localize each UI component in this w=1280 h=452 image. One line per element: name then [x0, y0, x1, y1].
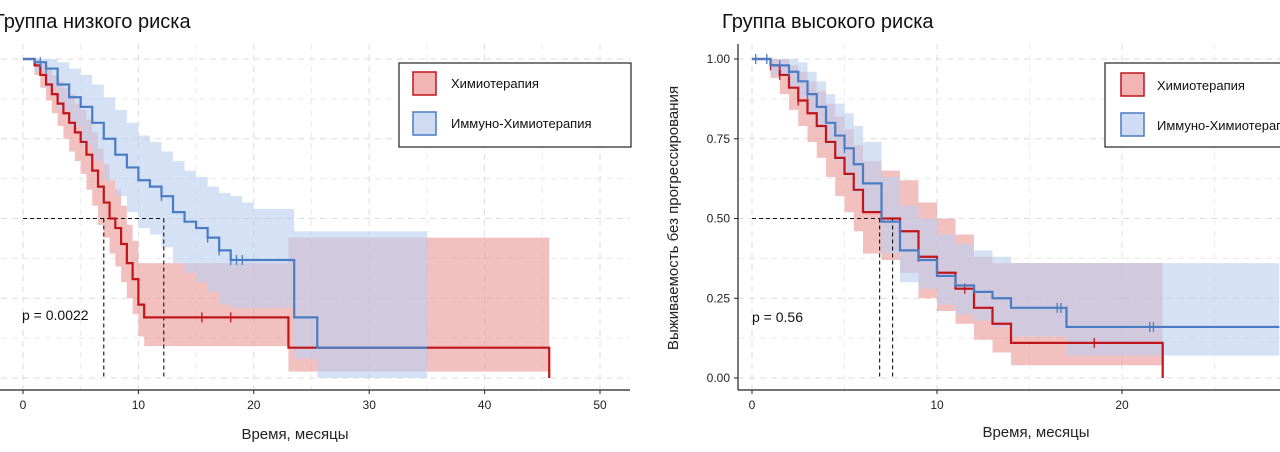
high-risk-curve-chemo: [752, 57, 1164, 378]
high-risk-band-immuno: [752, 59, 1280, 356]
high-risk-legend-swatch-immuno: [1120, 112, 1145, 137]
high-risk-legend-swatch-chemo: [1120, 72, 1145, 97]
low-risk-legend-label-chemo: Химиотерапия: [451, 76, 539, 91]
high-risk-panel: 0 10 20 0.00 0.25 0.50 0.75 1.00 Группа высоког…: [665, 11, 1280, 441]
high-risk-panel-title: Группа высокого риска: [722, 11, 934, 33]
high-risk-x-tick-label: 0: [749, 398, 756, 412]
low-risk-p-value: p = 0.0022: [22, 307, 89, 323]
low-risk-x-tick-label: 30: [363, 398, 377, 412]
high-risk-x-tick-label: 10: [930, 398, 944, 412]
low-risk-band-immuno: [23, 59, 427, 378]
low-risk-x-tick-label: 0: [20, 398, 27, 412]
low-risk-panel-title: Группа низкого риска: [0, 11, 191, 33]
low-risk-survival-curves: [23, 57, 551, 378]
high-risk-survival-curves: [752, 54, 1280, 378]
high-risk-legend-label-immuno: Иммуно-Химиотерапия: [1157, 118, 1280, 133]
high-risk-y-tick-label: 0.75: [707, 132, 731, 146]
high-risk-confidence-bands: [752, 59, 1280, 366]
high-risk-curve-immuno: [752, 57, 1280, 329]
high-risk-y-tick-label: 0.25: [707, 291, 731, 305]
low-risk-x-tick-label: 50: [593, 398, 607, 412]
low-risk-legend-swatch-immuno: [412, 111, 437, 136]
high-risk-p-value: p = 0.56: [752, 309, 803, 325]
high-risk-legend: Химиотерапия Иммуно-Химиотерапия: [1104, 62, 1280, 148]
low-risk-axes: 0 10 20 30 40 50: [0, 389, 630, 412]
high-risk-x-axis-title: Время, месяцы: [982, 424, 1089, 441]
low-risk-panel: 0 10 20 30 40 50 Группа низкого риска Время, м…: [0, 11, 632, 443]
high-risk-y-tick-label: 0.00: [707, 371, 731, 385]
high-risk-y-tick-label: 0.50: [707, 212, 731, 226]
low-risk-curve-chemo: [23, 57, 551, 378]
low-risk-median-lines: [23, 217, 165, 378]
high-risk-legend-label-chemo: Химиотерапия: [1157, 78, 1245, 93]
low-risk-x-axis-title: Время, месяцы: [241, 426, 348, 443]
low-risk-x-tick-label: 10: [132, 398, 146, 412]
low-risk-x-tick-label: 20: [247, 398, 261, 412]
low-risk-x-tick-label: 40: [478, 398, 492, 412]
low-risk-confidence-bands: [23, 59, 550, 378]
low-risk-legend: Химиотерапия Иммуно-Химиотерапия: [398, 62, 632, 148]
high-risk-y-tick-label: 1.00: [707, 52, 731, 66]
low-risk-legend-box: [398, 62, 632, 148]
high-risk-x-tick-label: 20: [1115, 398, 1129, 412]
high-risk-axes: 0 10 20 0.00 0.25 0.50 0.75 1.00: [707, 44, 1280, 412]
low-risk-legend-label-immuno: Иммуно-Химиотерапия: [451, 116, 592, 131]
low-risk-legend-swatch-chemo: [412, 71, 437, 96]
high-risk-y-axis-title: Выживаемость без прогрессирования: [665, 86, 682, 350]
high-risk-median-lines: [752, 217, 894, 378]
